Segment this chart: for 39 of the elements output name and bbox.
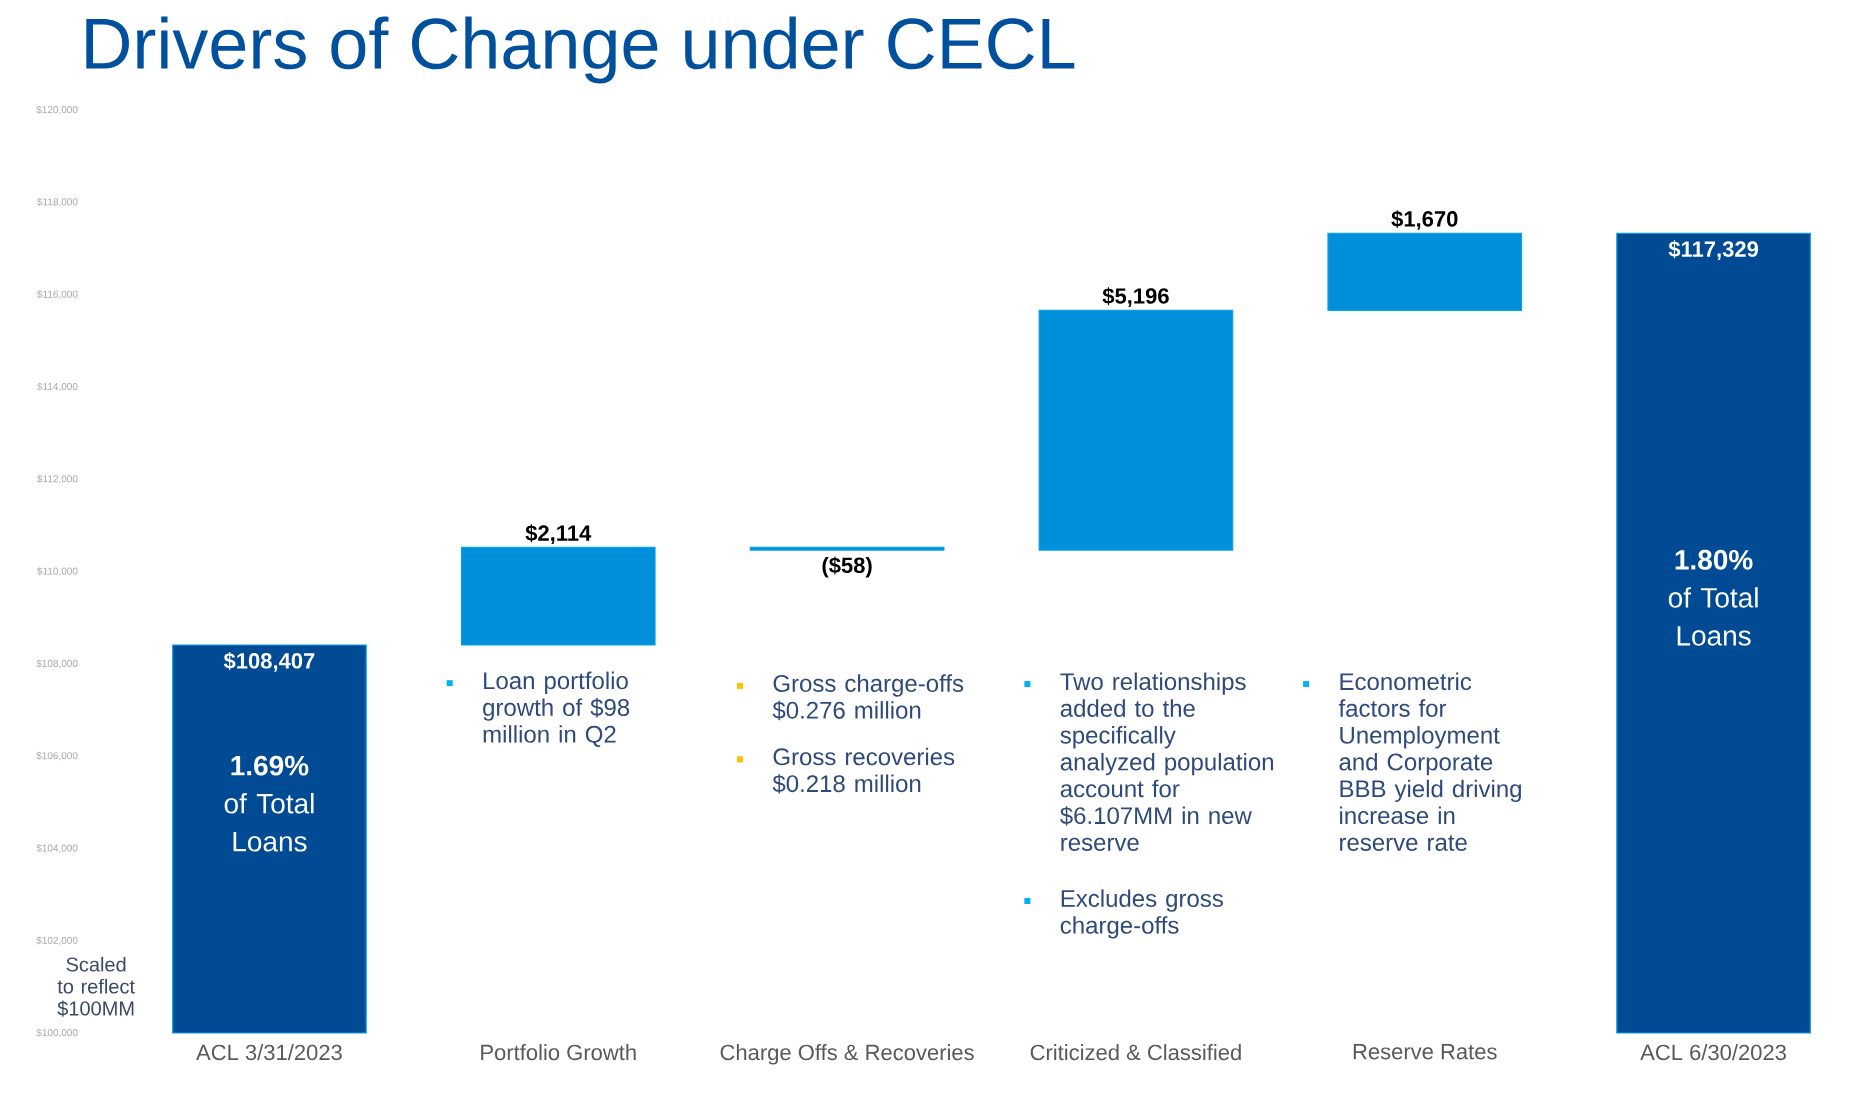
x-tick-label: Criticized & Classified — [1030, 1044, 1241, 1061]
y-tick-label: $102,000 — [36, 936, 78, 946]
x-tick-label: Portfolio Growth — [481, 1044, 636, 1061]
bar — [1616, 232, 1811, 1034]
y-tick-label: $100,000 — [36, 1028, 78, 1038]
bar — [172, 644, 367, 1034]
annotation: Gross recoveries $0.218 million — [772, 747, 955, 794]
y-tick-label: $112,000 — [37, 474, 78, 484]
annotation: 1.69% of Total Loans — [224, 755, 314, 852]
data-label: ($58) — [822, 556, 872, 578]
chart-title: Drivers of Change under CECL — [86, 16, 1075, 84]
data-label: $2,114 — [525, 524, 592, 545]
annotation: Two relationships added to the specifically analyzed population account for $6.107MM in new reserve — [1060, 672, 1273, 851]
data-label: $5,196 — [1102, 287, 1169, 307]
annotation: Gross charge-offs $0.276 million — [772, 674, 964, 721]
data-label: $108,407 — [223, 652, 315, 672]
x-tick-label: Reserve Rates — [1353, 1044, 1497, 1060]
y-tick-label: $120,000 — [36, 105, 78, 115]
y-tick-label: $104,000 — [36, 844, 78, 853]
x-tick-label: Charge Offs & Recoveries — [720, 1044, 974, 1065]
annotation: Scaled to reflect $100MM — [57, 956, 135, 1017]
data-label: $117,329 — [1668, 240, 1759, 261]
bar — [1038, 309, 1234, 551]
annotation: 1.80% of Total Loans — [1668, 549, 1758, 646]
y-tick-label: $114,000 — [37, 382, 78, 392]
y-tick-label: $118,000 — [37, 197, 78, 207]
bar — [749, 546, 945, 551]
annotation: Loan portfolio growth of $98 million in Q2 — [483, 671, 630, 748]
y-tick-label: $110,000 — [37, 567, 78, 576]
y-tick-label: $116,000 — [37, 290, 78, 299]
y-tick-label: $106,000 — [36, 751, 78, 761]
x-tick-label: ACL 6/30/2023 — [1640, 1044, 1786, 1061]
annotation: Excludes gross charge-offs — [1060, 889, 1223, 939]
data-label: $1,670 — [1391, 210, 1458, 230]
x-tick-label: ACL 3/31/2023 — [196, 1044, 342, 1061]
bar — [460, 546, 656, 646]
annotation: Econometric factors for Unemployment and Corporate BBB yield driving increase in reserve rate — [1338, 672, 1521, 851]
bar — [1327, 232, 1523, 311]
y-tick-label: $108,000 — [36, 659, 78, 669]
